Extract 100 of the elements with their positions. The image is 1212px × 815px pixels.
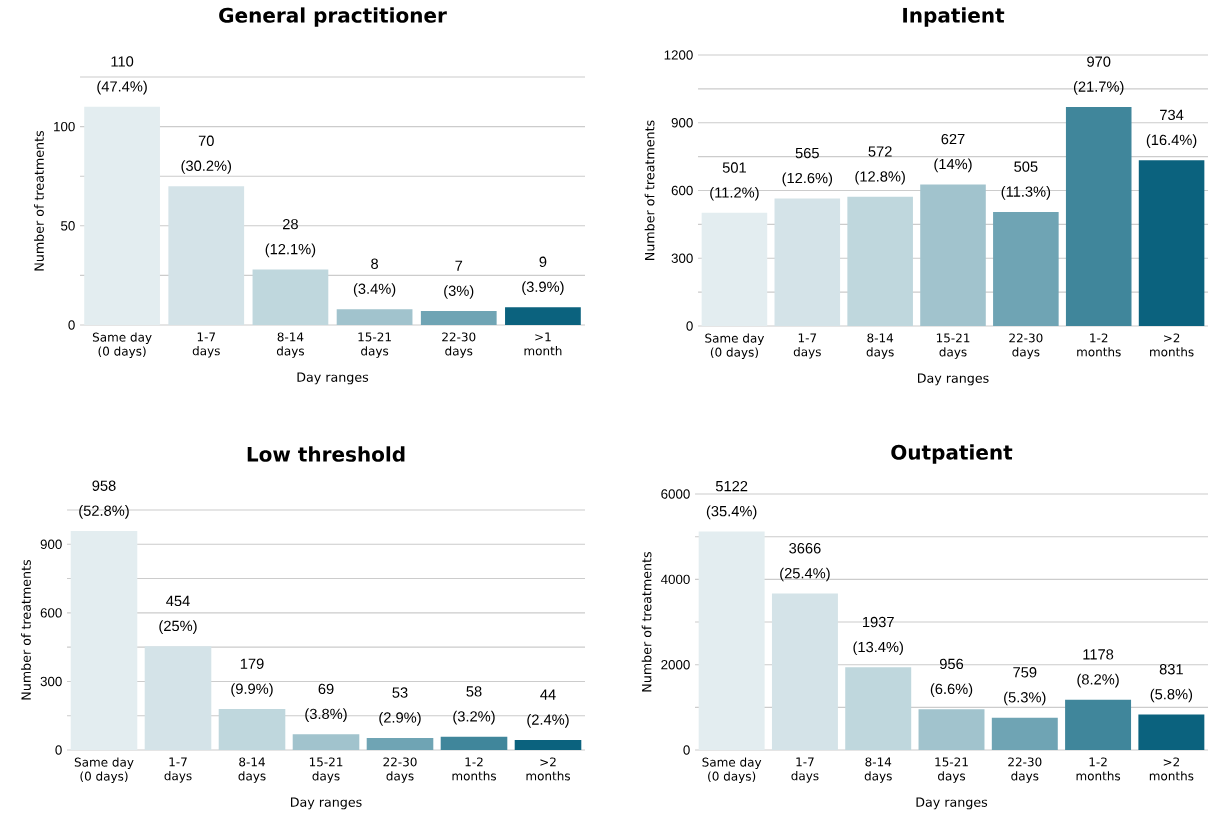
bar bbox=[514, 739, 582, 751]
bar bbox=[1065, 699, 1132, 751]
y-axis-title: Number of treatments bbox=[641, 551, 652, 692]
data-label: 454 (25%) bbox=[159, 595, 197, 634]
data-label: 627 (14%) bbox=[934, 133, 972, 173]
x-tick-label: 15-21 days bbox=[309, 757, 343, 783]
bar bbox=[70, 531, 138, 751]
x-tick-label: 1-7 days bbox=[164, 757, 192, 783]
data-label: 734 (16.4%) bbox=[1146, 109, 1197, 148]
y-tick-label: 0 bbox=[686, 321, 693, 331]
data-label: 70 (30.2%) bbox=[181, 135, 232, 174]
bar bbox=[1138, 714, 1205, 751]
bar bbox=[144, 646, 212, 751]
data-label: 958 (52.8%) bbox=[79, 480, 129, 519]
data-label: 58 (3.2%) bbox=[453, 686, 495, 725]
y-axis-title: Number of treatments bbox=[21, 559, 31, 700]
chart-title: Low threshold bbox=[247, 446, 405, 462]
x-tick-label: 1-2 months bbox=[1076, 757, 1121, 781]
data-label: 7 (3%) bbox=[444, 260, 474, 299]
x-tick-label: 1-7 days bbox=[791, 757, 819, 783]
x-tick-label: 15-21 days bbox=[936, 333, 970, 359]
y-tick-label: 1200 bbox=[664, 50, 693, 60]
data-label: 1937 (13.4%) bbox=[853, 616, 903, 656]
data-label: 501 (11.2%) bbox=[710, 162, 759, 201]
bar bbox=[847, 196, 913, 327]
x-tick-label: 1-7 days bbox=[793, 333, 821, 359]
x-tick-label: Same day (0 days) bbox=[705, 333, 765, 359]
data-label: 572 (12.8%) bbox=[855, 146, 905, 185]
bar bbox=[701, 212, 768, 327]
data-label: 1178 (8.2%) bbox=[1077, 649, 1119, 688]
y-tick-label: 600 bbox=[671, 185, 693, 196]
bar bbox=[366, 737, 434, 751]
data-label: 759 (5.3%) bbox=[1004, 667, 1046, 706]
data-label: 53 (2.9%) bbox=[379, 687, 421, 726]
bar bbox=[920, 184, 986, 327]
data-label: 28 (12.1%) bbox=[265, 218, 316, 258]
bar bbox=[252, 269, 329, 326]
bar bbox=[698, 531, 765, 751]
y-tick-label: 2000 bbox=[661, 659, 690, 670]
x-tick-label: 22-30 days bbox=[383, 757, 417, 783]
data-label: 179 (9.9%) bbox=[231, 658, 273, 697]
x-tick-label: 1-7 days bbox=[192, 332, 220, 358]
bar bbox=[292, 734, 360, 751]
chart-title: General practitioner bbox=[219, 7, 447, 27]
y-tick-label: 900 bbox=[40, 539, 62, 550]
bar bbox=[771, 593, 838, 751]
x-tick-label: 8-14 days bbox=[866, 333, 894, 359]
data-label: 565 (12.6%) bbox=[782, 147, 833, 187]
bar bbox=[336, 309, 413, 326]
bar bbox=[993, 211, 1059, 327]
y-tick-label: 0 bbox=[55, 745, 62, 755]
chart-title: Outpatient bbox=[891, 444, 1013, 464]
y-axis-title: Number of treatments bbox=[34, 130, 44, 271]
y-tick-label: 300 bbox=[40, 676, 62, 687]
x-axis-title: Day ranges bbox=[291, 797, 362, 810]
x-tick-label: >2 months bbox=[526, 757, 571, 781]
data-label: 110 (47.4%) bbox=[97, 56, 147, 95]
data-label: 956 (6.6%) bbox=[930, 658, 973, 697]
bar bbox=[1065, 106, 1132, 327]
x-tick-label: >1 month bbox=[524, 332, 562, 356]
bar bbox=[991, 717, 1058, 751]
data-label: 3666 (25.4%) bbox=[780, 543, 830, 582]
y-tick-label: 0 bbox=[68, 320, 75, 330]
chart-title: Inpatient bbox=[903, 7, 1005, 27]
x-axis-title: Day ranges bbox=[918, 373, 989, 386]
y-tick-label: 4000 bbox=[660, 574, 690, 585]
y-axis-title: Number of treatments bbox=[644, 120, 655, 260]
x-tick-label: 8-14 days bbox=[238, 757, 266, 783]
y-tick-label: 300 bbox=[671, 253, 693, 263]
x-tick-label: Same day (0 days) bbox=[702, 757, 762, 783]
y-tick-label: 50 bbox=[61, 221, 75, 231]
bar bbox=[218, 709, 286, 751]
x-tick-label: 1-2 months bbox=[452, 757, 497, 781]
x-tick-label: 1-2 months bbox=[1077, 333, 1121, 357]
bar bbox=[440, 736, 508, 751]
data-label: 505 (11.3%) bbox=[1001, 161, 1051, 200]
bar bbox=[420, 311, 497, 326]
bar bbox=[845, 667, 912, 751]
y-tick-label: 600 bbox=[40, 608, 62, 618]
x-tick-label: 22-30 days bbox=[1009, 333, 1043, 359]
data-label: 44 (2.4%) bbox=[527, 689, 569, 728]
bar bbox=[774, 198, 841, 327]
y-tick-label: 6000 bbox=[661, 489, 690, 499]
data-label: 8 (3.4%) bbox=[353, 258, 396, 297]
x-tick-label: Same day (0 days) bbox=[92, 332, 152, 358]
data-label: 5122 (35.4%) bbox=[706, 480, 757, 520]
bar bbox=[168, 186, 245, 326]
bar bbox=[1138, 160, 1205, 327]
y-tick-label: 100 bbox=[54, 121, 75, 132]
x-tick-label: 8-14 days bbox=[864, 757, 892, 783]
x-tick-label: 15-21 days bbox=[935, 757, 968, 783]
data-label: 831 (5.8%) bbox=[1150, 664, 1193, 703]
x-tick-label: >2 months bbox=[1149, 757, 1194, 781]
x-tick-label: 15-21 days bbox=[358, 332, 391, 358]
data-label: 69 (3.8%) bbox=[305, 683, 347, 722]
x-tick-label: 22-30 days bbox=[1008, 757, 1042, 783]
bar bbox=[505, 307, 581, 326]
bar bbox=[84, 106, 160, 326]
x-axis-title: Day ranges bbox=[916, 797, 988, 810]
y-tick-label: 0 bbox=[683, 745, 690, 755]
